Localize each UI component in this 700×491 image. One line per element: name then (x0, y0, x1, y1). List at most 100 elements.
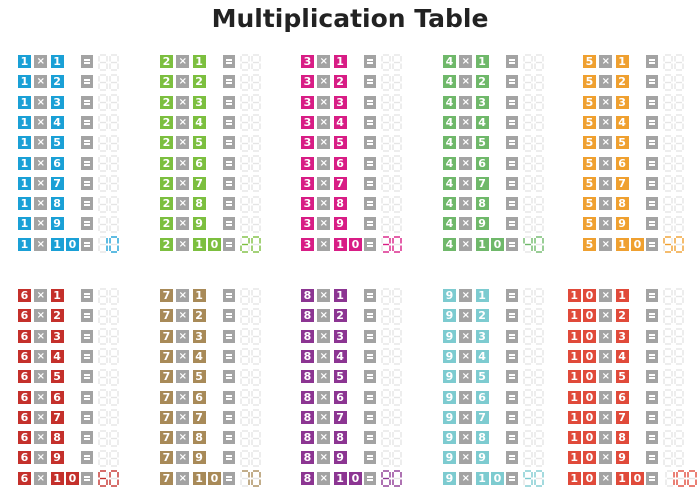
equals-icon (646, 370, 658, 384)
seven-segment-digits (523, 409, 544, 426)
times-icon: × (34, 410, 48, 424)
times-icon: × (459, 390, 473, 404)
result-display (663, 175, 685, 192)
seven-segment-digits (240, 328, 261, 345)
seven-segment-digits (663, 368, 684, 386)
seven-segment-digits (98, 74, 119, 91)
equals-icon (506, 451, 518, 465)
seven-segment-digits (523, 216, 544, 233)
seven-segment-digits (663, 94, 684, 111)
times-icon: × (34, 55, 48, 68)
times-icon: × (176, 309, 190, 323)
product-value: 20 (240, 236, 255, 250)
equals-icon (223, 95, 235, 109)
multiplier-digit: 5 (192, 370, 206, 384)
multiplicand-digit: 8 (301, 349, 314, 363)
multiplier-digit: 2 (50, 75, 64, 89)
result-display (98, 114, 120, 132)
equals-icon (81, 349, 93, 363)
equals-icon (506, 75, 518, 89)
multiplier-digit: 3 (615, 329, 629, 343)
times-icon: × (459, 197, 473, 211)
equals-icon (506, 197, 518, 211)
times-icon: × (317, 95, 331, 109)
result-display (240, 328, 262, 345)
multiplier-digit: 1 (50, 289, 64, 302)
multiplicand-digit: 8 (301, 309, 314, 323)
multiplicand-digit: 6 (18, 471, 31, 485)
multiplicand-digit: 1 (567, 370, 581, 384)
result-display (240, 429, 262, 447)
result-display (523, 328, 545, 345)
multiplier-digit: 2 (192, 309, 206, 323)
multiplier-digit: 4 (192, 115, 206, 129)
multiplicand-digit: 3 (301, 156, 314, 170)
multiplicand-digit: 5 (583, 217, 596, 231)
multiplier-digit: 6 (475, 390, 489, 404)
multiplier-digit: 5 (475, 370, 489, 384)
times-icon: × (599, 289, 613, 302)
multiplier-digit: 0 (207, 471, 221, 485)
multiplicand-digit: 0 (583, 451, 596, 465)
equals-icon (81, 289, 93, 302)
equals-icon (81, 471, 93, 485)
multiplicand-digit: 9 (443, 370, 456, 384)
seven-segment-digits (381, 155, 402, 172)
result-display (663, 429, 685, 447)
result-display (381, 114, 403, 132)
result-display: 80 (381, 470, 403, 487)
times-icon: × (599, 217, 613, 231)
times-icon: × (459, 237, 473, 251)
multiplier-digit: 0 (65, 471, 79, 485)
equals-icon (223, 451, 235, 465)
times-icon: × (176, 217, 190, 231)
seven-segment-digits (665, 470, 697, 487)
multiplicand-digit: 1 (567, 471, 581, 485)
result-display (663, 308, 685, 325)
multiplier-digit: 4 (192, 349, 206, 363)
multiplier-digit: 1 (192, 471, 206, 485)
seven-segment-digits (663, 74, 684, 91)
multiplier-digit: 1 (50, 471, 64, 485)
product-value: 70 (240, 470, 255, 484)
times-icon: × (599, 390, 613, 404)
result-display (523, 74, 545, 91)
seven-segment-digits (98, 308, 119, 325)
multiplier-digit: 8 (50, 197, 64, 211)
times-icon: × (317, 410, 331, 424)
result-display (381, 389, 403, 406)
multiplicand-digit: 4 (443, 75, 456, 89)
times-icon: × (317, 289, 331, 302)
result-display (381, 195, 403, 213)
result-display (663, 94, 685, 111)
times-icon: × (34, 329, 48, 343)
multiplier-digit: 2 (50, 309, 64, 323)
equals-icon (506, 410, 518, 424)
multiplier-digit: 7 (192, 410, 206, 424)
result-display (98, 389, 120, 406)
seven-segment-digits (663, 429, 684, 447)
times-icon: × (34, 390, 48, 404)
equals-icon (646, 217, 658, 231)
result-display (523, 389, 545, 406)
times-icon: × (34, 370, 48, 384)
times-icon: × (459, 55, 473, 68)
multiplicand-digit: 8 (301, 471, 314, 485)
multiplier-digit: 9 (192, 451, 206, 465)
equals-icon (81, 197, 93, 211)
equals-icon (646, 115, 658, 129)
times-icon: × (317, 471, 331, 485)
multiplier-digit: 0 (348, 237, 362, 251)
seven-segment-digits (98, 155, 119, 172)
seven-segment-digits (663, 53, 684, 71)
multiplier-digit: 4 (475, 115, 489, 129)
result-display (98, 175, 120, 192)
result-display (663, 328, 685, 345)
times-icon: × (176, 329, 190, 343)
seven-segment-digits (381, 348, 402, 366)
times-icon: × (176, 115, 190, 129)
multiplicand-digit: 2 (160, 156, 173, 170)
times-icon: × (317, 176, 331, 190)
multiplicand-digit: 9 (443, 431, 456, 445)
seven-segment-digits (523, 450, 544, 467)
